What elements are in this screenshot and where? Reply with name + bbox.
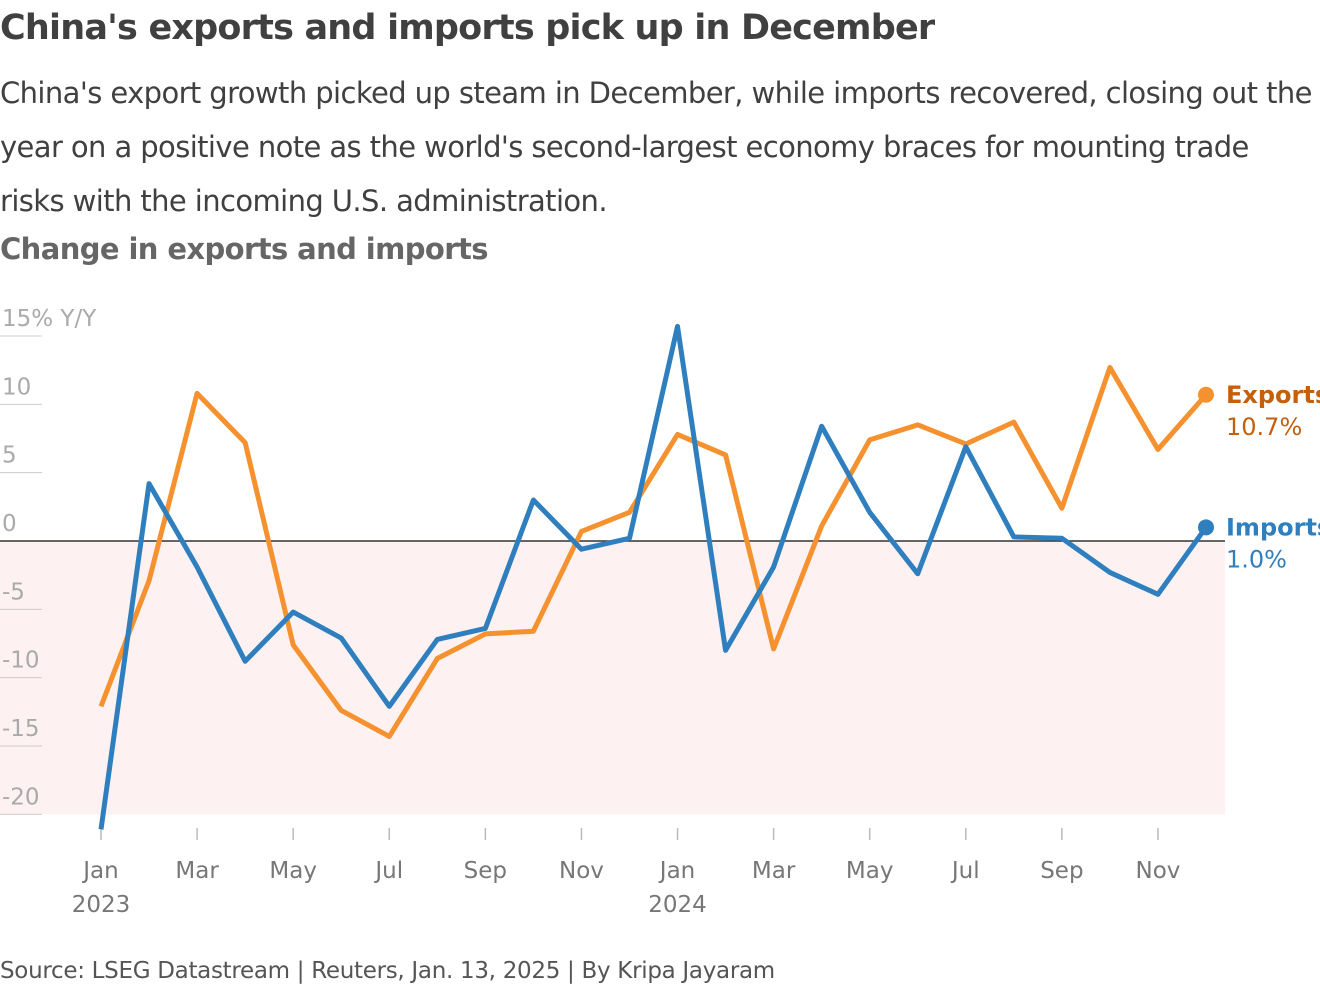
exports-label: Exports xyxy=(1226,381,1320,409)
x-tick-label: Nov xyxy=(1136,858,1181,884)
exports-end-point xyxy=(1198,386,1214,403)
y-tick-label: 5 xyxy=(2,443,17,469)
line-chart: 15% Y/Y 10 5 0 -5 -10 -15 -20 Jan 2023 Mar May Jul Se… xyxy=(0,306,1320,918)
imports-label: Imports xyxy=(1226,513,1320,541)
imports-line xyxy=(98,323,1209,830)
x-tick-label: Jul xyxy=(373,858,403,884)
x-tick-label: Sep xyxy=(464,858,507,884)
exports-line xyxy=(98,364,1208,739)
x-tick-label: Mar xyxy=(752,858,796,884)
chart-title: Change in exports and imports xyxy=(0,232,488,266)
negative-area-shading xyxy=(0,541,1225,815)
y-tick-label: 15% Y/Y xyxy=(2,306,97,332)
x-tick-label: Mar xyxy=(175,858,219,884)
y-tick-label: -10 xyxy=(2,648,40,674)
page-title: China's exports and imports pick up in D… xyxy=(0,8,935,48)
y-tick-label: -20 xyxy=(2,784,40,810)
x-tick-label: Jul xyxy=(950,858,980,884)
subtitle: China's export growth picked up steam in… xyxy=(0,76,1312,218)
x-tick-label: May xyxy=(846,858,894,884)
imports-end-point xyxy=(1198,519,1214,536)
y-tick-label: -15 xyxy=(2,716,40,742)
x-tick-year: 2024 xyxy=(648,892,707,918)
y-tick-label: -5 xyxy=(2,579,25,605)
x-tick-label: Jan xyxy=(81,858,118,884)
y-tick-label: 10 xyxy=(2,374,31,400)
source-note: Source: LSEG Datastream | Reuters, Jan. … xyxy=(0,958,775,984)
imports-end-value: 1.0% xyxy=(1226,545,1287,573)
x-tick-label: Jan xyxy=(658,858,695,884)
x-tick-label: May xyxy=(269,858,317,884)
x-tick-label: Sep xyxy=(1040,858,1083,884)
x-tick-year: 2023 xyxy=(72,892,131,918)
y-tick-label: 0 xyxy=(2,511,17,537)
exports-end-value: 10.7% xyxy=(1226,413,1302,441)
x-tick-label: Nov xyxy=(559,858,604,884)
